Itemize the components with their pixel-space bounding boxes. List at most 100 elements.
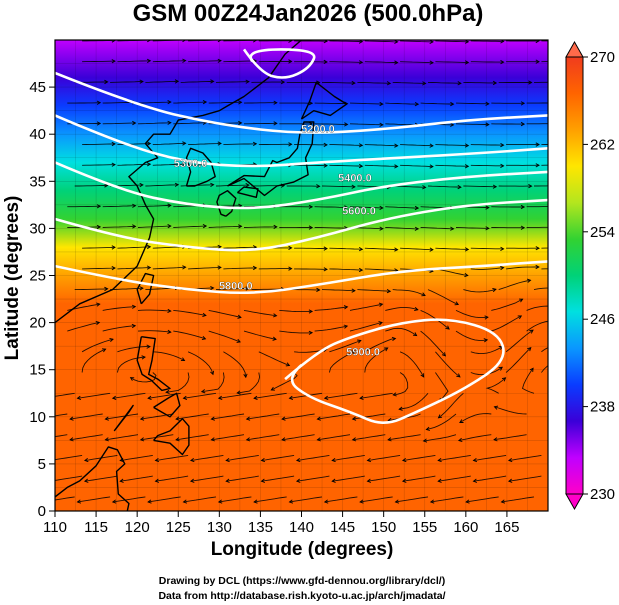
streamline — [505, 347, 532, 373]
streamline — [385, 102, 419, 105]
streamline — [466, 496, 499, 503]
x-axis-ticks: 110 115 120 125 130 135 140 145 150 155 160 165 — [43, 511, 519, 536]
streamline-arrowhead — [316, 287, 321, 293]
streamline-arrowhead — [280, 183, 286, 188]
contour-label: 5400.0 — [338, 172, 372, 184]
streamline-arrowhead — [421, 292, 426, 297]
streamline-arrowhead — [295, 478, 301, 483]
contour-label: 5600.0 — [342, 205, 376, 217]
streamline — [360, 496, 393, 503]
streamline-arrowhead — [520, 121, 526, 127]
streamline — [137, 204, 171, 208]
streamline-arrowhead — [217, 40, 222, 43]
streamline-arrowhead — [351, 80, 356, 86]
streamline — [494, 406, 527, 415]
y-tick-label: 45 — [29, 79, 46, 96]
streamline — [188, 142, 222, 146]
streamline — [393, 372, 409, 396]
streamline-arrowhead — [412, 332, 418, 337]
streamline-arrowhead — [182, 265, 187, 270]
streamline — [180, 80, 214, 83]
streamline — [243, 330, 277, 340]
x-tick-label: 165 — [494, 519, 519, 536]
streamline-arrowhead — [472, 457, 478, 463]
streamline-arrowhead — [95, 320, 101, 326]
streamline-arrowhead — [252, 141, 258, 146]
streamline-arrowhead — [189, 478, 195, 483]
streamline — [521, 368, 535, 394]
streamline-arrowhead — [104, 79, 109, 85]
streamline-arrowhead — [180, 357, 186, 362]
streamline-arrowhead — [280, 80, 286, 85]
streamline-arrowhead — [83, 457, 89, 463]
streamline-arrowhead — [323, 163, 328, 168]
streamline — [392, 81, 426, 84]
streamline — [400, 144, 433, 147]
streamline-arrowhead — [69, 437, 74, 442]
x-tick-label: 125 — [166, 519, 191, 536]
streamline — [282, 434, 315, 441]
streamline — [110, 81, 143, 83]
streamline-arrowhead — [270, 386, 275, 391]
streamline-arrowhead — [76, 499, 82, 504]
streamline-arrowhead — [167, 99, 172, 105]
streamline-arrowhead — [146, 344, 151, 349]
streamline — [367, 475, 401, 482]
streamline — [105, 434, 139, 441]
streamline — [317, 413, 351, 420]
streamline-arrowhead — [441, 352, 447, 357]
contour-label: 5800.0 — [219, 281, 253, 293]
streamline-arrowhead — [507, 457, 513, 463]
streamline — [137, 330, 171, 333]
streamline — [314, 325, 348, 332]
streamline — [357, 289, 391, 292]
contour-line — [55, 71, 548, 134]
streamline — [385, 327, 417, 336]
x-tick-label: 115 — [84, 519, 108, 536]
credit-data: Data from http://database.rish.kyoto-u.a… — [158, 590, 445, 602]
streamline-arrowhead — [351, 350, 356, 355]
streamline-arrowhead — [485, 122, 490, 127]
streamline-arrowhead — [493, 437, 498, 442]
streamline-arrowhead — [450, 226, 455, 231]
streamline-arrowhead — [132, 224, 137, 229]
streamline-arrowhead — [245, 183, 250, 188]
streamline — [438, 392, 464, 419]
streamline — [498, 279, 531, 291]
streamline-arrowhead — [401, 478, 407, 483]
streamline-arrowhead — [464, 247, 470, 252]
streamline — [349, 123, 383, 126]
streamline-arrowhead — [225, 457, 230, 463]
streamline-arrowhead — [141, 355, 146, 360]
streamline — [120, 475, 153, 482]
streamline-arrowhead — [96, 100, 102, 105]
streamline-arrowhead — [437, 457, 442, 463]
streamline — [190, 454, 224, 461]
x-tick-label: 110 — [43, 519, 67, 536]
coastline — [55, 40, 348, 511]
y-tick-label: 0 — [38, 503, 46, 520]
streamline — [67, 321, 100, 332]
coastline-segment — [55, 446, 130, 511]
streamline-arrowhead — [351, 288, 356, 293]
streamline — [420, 227, 454, 230]
streamline-arrowhead — [450, 101, 455, 107]
streamline — [526, 320, 548, 332]
streamline-arrowhead — [500, 499, 506, 504]
streamline-arrowhead — [281, 416, 286, 421]
streamline-arrowhead — [472, 478, 478, 483]
streamline-arrowhead — [450, 122, 455, 127]
closed-contour-line — [242, 48, 316, 79]
streamline-arrowhead — [111, 499, 117, 504]
streamline-arrowhead — [457, 184, 462, 190]
streamline-arrowhead — [147, 499, 152, 504]
streamline-arrowhead — [378, 302, 384, 307]
contour-labels: 5200.0 5300.0 5400.0 5600.0 5800.0 5900.0 — [174, 123, 380, 359]
streamline — [152, 266, 186, 270]
streamline — [426, 413, 457, 430]
streamline-arrowhead — [210, 285, 215, 291]
streamline-arrowhead — [273, 100, 278, 105]
streamline-arrowhead — [238, 100, 243, 105]
streamline — [82, 60, 116, 63]
